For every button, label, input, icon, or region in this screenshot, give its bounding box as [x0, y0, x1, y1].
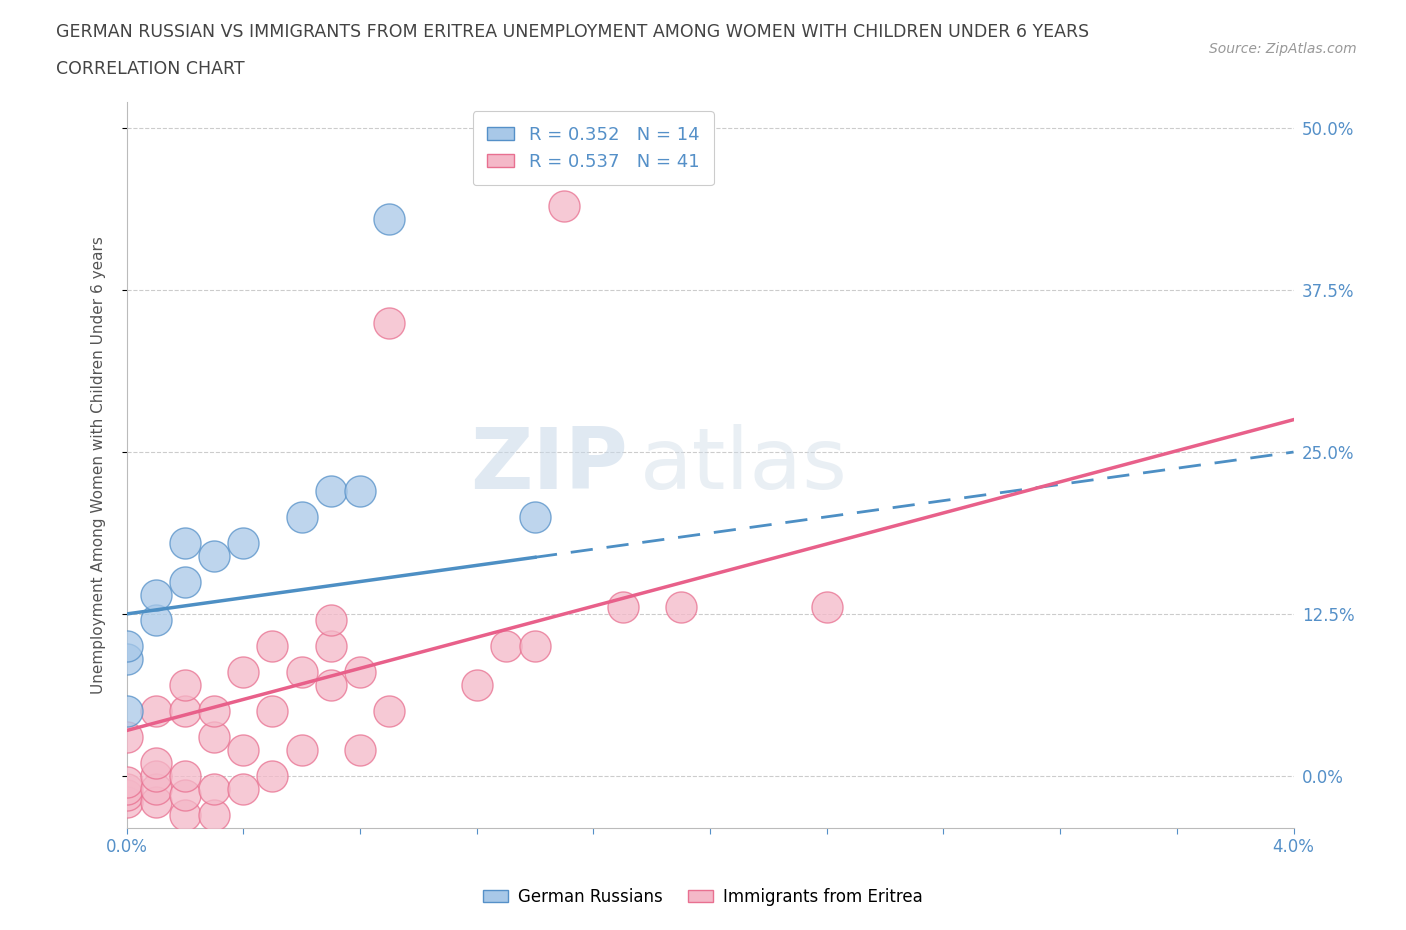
- Point: [262, 639, 284, 654]
- Point: [495, 639, 517, 654]
- Point: [290, 665, 312, 680]
- Point: [174, 574, 197, 589]
- Point: [115, 781, 138, 796]
- Point: [202, 549, 225, 564]
- Point: [232, 742, 254, 757]
- Point: [465, 678, 488, 693]
- Point: [290, 742, 312, 757]
- Point: [145, 755, 167, 770]
- Point: [553, 198, 575, 213]
- Legend: R = 0.352   N = 14, R = 0.537   N = 41: R = 0.352 N = 14, R = 0.537 N = 41: [472, 112, 714, 185]
- Point: [115, 794, 138, 809]
- Point: [174, 807, 197, 822]
- Point: [262, 704, 284, 719]
- Point: [349, 665, 371, 680]
- Point: [319, 639, 342, 654]
- Point: [115, 729, 138, 744]
- Point: [174, 788, 197, 803]
- Point: [290, 510, 312, 525]
- Point: [349, 742, 371, 757]
- Point: [349, 484, 371, 498]
- Text: CORRELATION CHART: CORRELATION CHART: [56, 60, 245, 78]
- Point: [319, 484, 342, 498]
- Point: [523, 510, 546, 525]
- Legend: German Russians, Immigrants from Eritrea: German Russians, Immigrants from Eritrea: [477, 881, 929, 912]
- Point: [145, 768, 167, 783]
- Point: [174, 704, 197, 719]
- Point: [232, 665, 254, 680]
- Point: [145, 613, 167, 628]
- Point: [378, 704, 401, 719]
- Point: [145, 781, 167, 796]
- Point: [145, 587, 167, 602]
- Point: [202, 781, 225, 796]
- Point: [232, 536, 254, 551]
- Point: [174, 768, 197, 783]
- Point: [115, 652, 138, 667]
- Text: Source: ZipAtlas.com: Source: ZipAtlas.com: [1209, 42, 1357, 56]
- Point: [378, 315, 401, 330]
- Point: [202, 807, 225, 822]
- Point: [174, 678, 197, 693]
- Point: [115, 639, 138, 654]
- Text: GERMAN RUSSIAN VS IMMIGRANTS FROM ERITREA UNEMPLOYMENT AMONG WOMEN WITH CHILDREN: GERMAN RUSSIAN VS IMMIGRANTS FROM ERITRE…: [56, 23, 1090, 41]
- Point: [612, 600, 634, 615]
- Text: atlas: atlas: [640, 423, 848, 507]
- Point: [319, 613, 342, 628]
- Point: [815, 600, 838, 615]
- Point: [145, 704, 167, 719]
- Point: [115, 788, 138, 803]
- Text: ZIP: ZIP: [471, 423, 628, 507]
- Point: [232, 781, 254, 796]
- Point: [202, 704, 225, 719]
- Y-axis label: Unemployment Among Women with Children Under 6 years: Unemployment Among Women with Children U…: [91, 236, 105, 694]
- Point: [378, 211, 401, 226]
- Point: [262, 768, 284, 783]
- Point: [115, 704, 138, 719]
- Point: [174, 536, 197, 551]
- Point: [202, 729, 225, 744]
- Point: [669, 600, 692, 615]
- Point: [115, 775, 138, 790]
- Point: [523, 639, 546, 654]
- Point: [319, 678, 342, 693]
- Point: [145, 794, 167, 809]
